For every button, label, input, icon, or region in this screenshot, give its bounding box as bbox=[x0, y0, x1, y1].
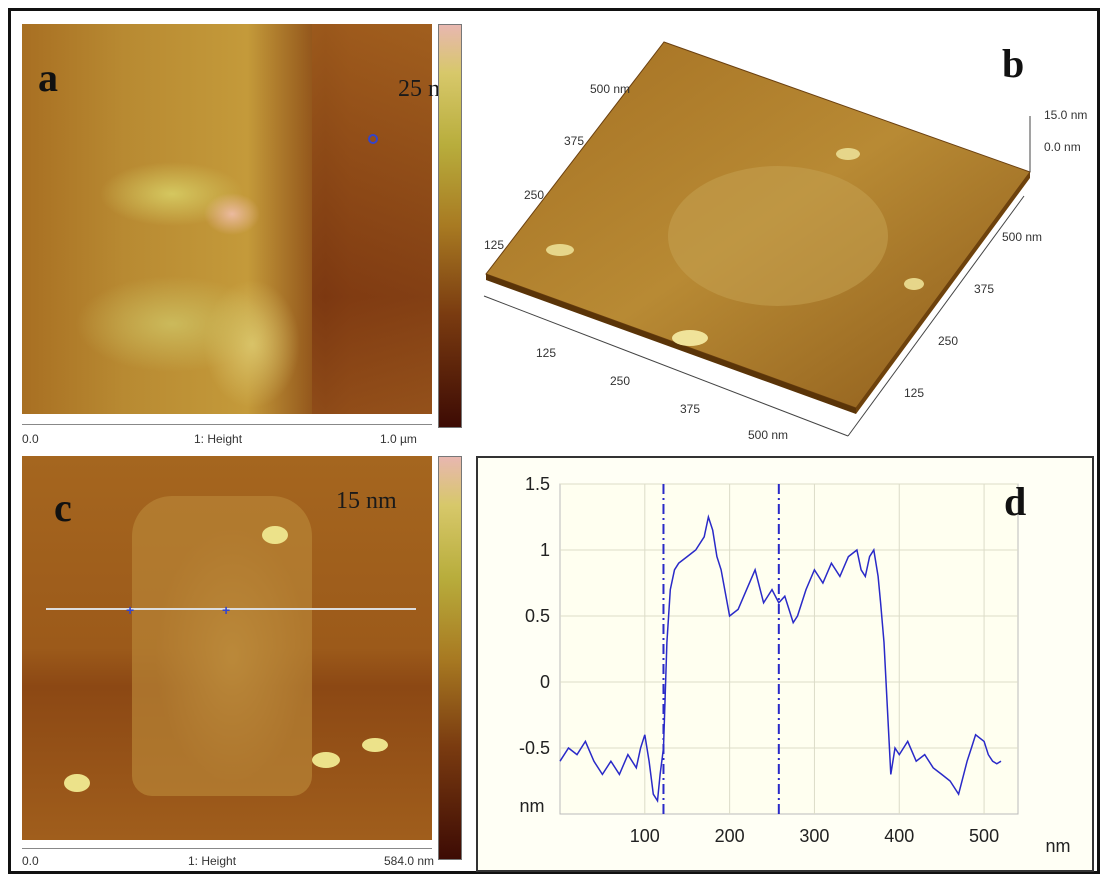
axis-end-c: 584.0 nm bbox=[384, 854, 435, 868]
panel-label-c: c bbox=[54, 485, 72, 530]
flake-region bbox=[668, 166, 888, 306]
surface-edge-right bbox=[856, 172, 1030, 414]
flake-c bbox=[132, 496, 312, 796]
y-tick-label: 0 bbox=[540, 672, 550, 692]
profile-cursor-1: + bbox=[126, 602, 135, 618]
bump-c2 bbox=[312, 752, 340, 768]
axis-end-a: 1.0 µm bbox=[380, 432, 417, 446]
plot-area bbox=[559, 483, 1019, 815]
z-bottom-label: 0.0 nm bbox=[1044, 140, 1081, 154]
panel-a: a 25 nm 0.0 1: Height 1.0 µm bbox=[16, 20, 466, 450]
cursor-marker-a bbox=[368, 134, 378, 144]
right-tick-4: 125 bbox=[904, 386, 925, 400]
front-axis bbox=[483, 295, 849, 437]
x-tick-label: 100 bbox=[630, 826, 660, 846]
axis-start-a: 0.0 bbox=[22, 432, 39, 446]
y-tick-label: -0.5 bbox=[519, 738, 550, 758]
profile-cursor-2: + bbox=[222, 602, 231, 618]
x-tick-label: 400 bbox=[884, 826, 914, 846]
x-tick-label: 500 bbox=[969, 826, 999, 846]
panel-label-b: b bbox=[1002, 41, 1025, 86]
right-axis bbox=[847, 195, 1025, 437]
bump-c3 bbox=[362, 738, 388, 752]
axis-start-c: 0.0 bbox=[22, 854, 39, 868]
scan-feature-a bbox=[312, 24, 432, 414]
afm-image-a bbox=[22, 24, 432, 414]
scale-label-c: 15 nm bbox=[336, 488, 397, 514]
surface-edge bbox=[486, 274, 856, 414]
right-tick-2: 375 bbox=[974, 282, 995, 296]
y-tick-label: 1 bbox=[540, 540, 550, 560]
y-tick-label: 1.5 bbox=[525, 474, 550, 494]
right-tick-1: 500 nm bbox=[1002, 230, 1043, 244]
bump-c1 bbox=[262, 526, 288, 544]
bump-4 bbox=[836, 148, 860, 160]
bump-1 bbox=[546, 244, 574, 256]
bump-3 bbox=[904, 278, 924, 290]
x-tick-label: 200 bbox=[715, 826, 745, 846]
front-tick-1: 125 bbox=[536, 346, 557, 360]
panel-c: + + c 15 nm 0.0 1: Height 584.0 nm bbox=[16, 454, 466, 874]
axis-line-c bbox=[22, 848, 432, 849]
surface-3d-b bbox=[483, 41, 1031, 437]
x-axis-label: nm bbox=[1045, 836, 1070, 856]
panel-d: 100 200 300 400 500 1.5 1 0.5 0 -0.5 nm nm d bbox=[476, 456, 1094, 872]
x-tick-label: 300 bbox=[799, 826, 829, 846]
axis-mid-c: 1: Height bbox=[188, 854, 237, 868]
axis-line-a bbox=[22, 424, 432, 425]
afm-image-c: + + bbox=[22, 456, 432, 840]
panel-label-d: d bbox=[1004, 479, 1027, 524]
front-tick-4: 500 nm bbox=[748, 428, 789, 442]
back-tick-4: 125 bbox=[484, 238, 505, 252]
front-tick-3: 375 bbox=[680, 402, 701, 416]
back-tick-1: 500 nm bbox=[590, 82, 631, 96]
back-tick-3: 250 bbox=[524, 188, 545, 202]
profile-chart: 100 200 300 400 500 1.5 1 0.5 0 -0.5 nm nm bbox=[519, 474, 1071, 856]
panel-b: b 15.0 nm 0.0 nm 500 nm 375 250 125 125 … bbox=[468, 16, 1098, 452]
y-tick-label: 0.5 bbox=[525, 606, 550, 626]
bump-c4 bbox=[64, 774, 90, 792]
z-top-label: 15.0 nm bbox=[1044, 108, 1088, 122]
profile-line bbox=[46, 608, 416, 610]
colorbar-a bbox=[438, 24, 462, 428]
axis-mid-a: 1: Height bbox=[194, 432, 243, 446]
panel-label-a: a bbox=[38, 55, 58, 100]
right-tick-3: 250 bbox=[938, 334, 959, 348]
profile-series-line bbox=[559, 514, 1002, 804]
back-tick-2: 375 bbox=[564, 134, 585, 148]
y-axis-label: nm bbox=[519, 796, 544, 816]
colorbar-c bbox=[438, 456, 462, 860]
front-tick-2: 250 bbox=[610, 374, 631, 388]
bump-2 bbox=[672, 330, 708, 346]
